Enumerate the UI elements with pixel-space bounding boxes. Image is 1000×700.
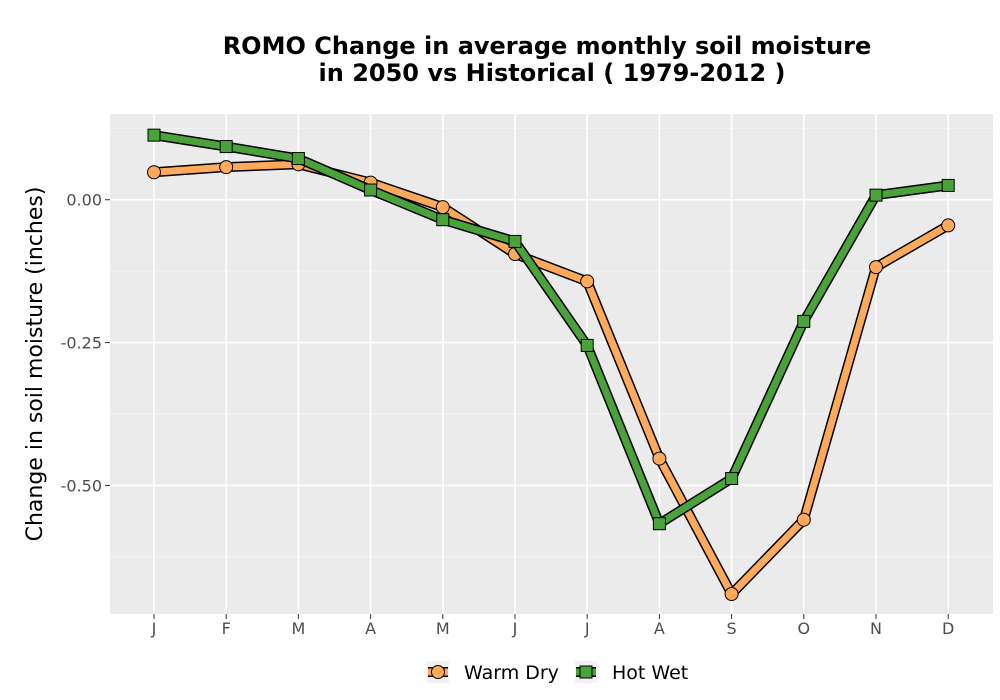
data-point — [291, 152, 305, 166]
plot-panel — [110, 114, 993, 614]
data-point — [580, 338, 594, 352]
data-point — [436, 213, 450, 227]
x-tick-label: M — [291, 619, 305, 638]
series-line — [150, 131, 952, 528]
data-point — [869, 188, 883, 202]
data-point — [147, 165, 161, 180]
x-tick-label: A — [654, 619, 665, 638]
series-hot-wet — [147, 128, 955, 531]
series-layer — [147, 128, 956, 601]
data-point — [364, 183, 378, 197]
data-point — [941, 218, 956, 233]
data-point — [580, 274, 595, 289]
x-tick-label: J — [512, 619, 518, 638]
data-point — [724, 587, 739, 601]
x-tick-label: N — [870, 619, 882, 638]
data-point — [652, 451, 667, 466]
data-point — [652, 517, 666, 531]
x-tick-label: F — [222, 619, 231, 638]
data-point — [147, 128, 161, 142]
y-tick-label: 0.00 — [66, 191, 102, 210]
chart-title-line-2: in 2050 vs Historical ( 1979-2012 ) — [319, 59, 786, 87]
chart-title-line-1: ROMO Change in average monthly soil mois… — [223, 32, 872, 60]
legend-key — [427, 661, 449, 683]
legend-marker — [431, 665, 445, 679]
x-tick-label: A — [365, 619, 376, 638]
data-point — [508, 234, 522, 248]
x-tick-label: D — [942, 619, 954, 638]
legend-label: Hot Wet — [612, 662, 688, 684]
series-line — [150, 160, 952, 598]
y-axis-title: Change in soil moisture (inches) — [23, 187, 48, 542]
x-tick-label: S — [727, 619, 737, 638]
x-tick-label: O — [798, 619, 811, 638]
y-tick-label: -0.25 — [61, 334, 102, 353]
series-warm-dry — [147, 157, 956, 601]
x-tick-label: J — [151, 619, 157, 638]
data-point — [869, 260, 883, 275]
y-tick-label: -0.50 — [61, 476, 102, 495]
y-axis-ticks: 0.00 -0.25 -0.50 — [61, 191, 110, 495]
data-point — [725, 472, 739, 486]
data-point — [219, 140, 233, 154]
data-point — [435, 200, 450, 215]
legend-marker — [579, 665, 593, 679]
data-point — [797, 314, 811, 328]
x-tick-label: J — [584, 619, 590, 638]
data-point — [796, 512, 811, 527]
gridlines — [110, 114, 993, 614]
x-tick-label: M — [436, 619, 450, 638]
legend: Warm Dry Hot Wet — [427, 661, 688, 684]
legend-key — [575, 661, 597, 683]
data-point — [941, 178, 955, 192]
data-point — [219, 160, 234, 175]
legend-label: Warm Dry — [464, 662, 559, 684]
